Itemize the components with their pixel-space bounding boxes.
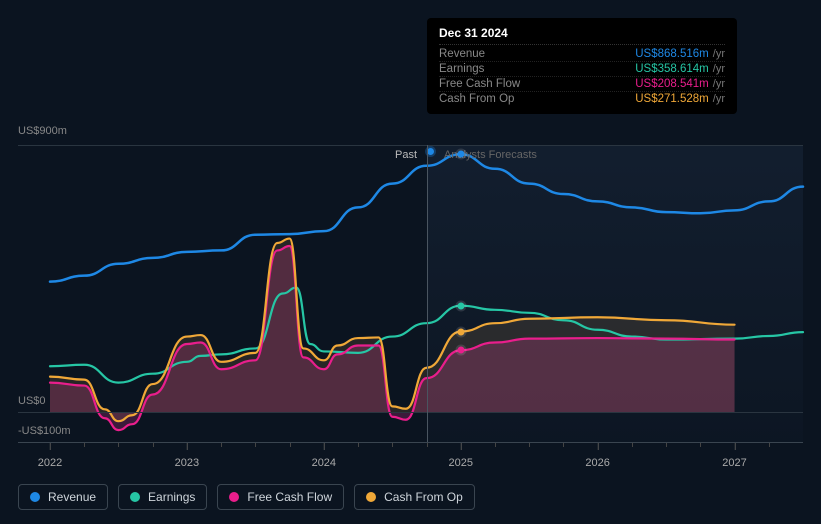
marker-current <box>427 148 434 155</box>
past-label: Past <box>395 149 417 161</box>
tooltip-label: Earnings <box>439 63 484 75</box>
marker-revenue <box>457 151 464 158</box>
tooltip-date: Dec 31 2024 <box>439 26 725 45</box>
financials-chart: US$900m US$0 -US$100m 2022 2023 2024 2025 2026… <box>0 0 821 524</box>
marker-earnings <box>457 302 464 309</box>
tooltip-suffix: /yr <box>713 63 725 75</box>
x-tick-label: 2025 <box>448 457 472 469</box>
legend-swatch <box>366 492 376 502</box>
x-tick-label: 2023 <box>175 457 199 469</box>
y-tick-label: -US$100m <box>18 425 71 437</box>
tooltip-suffix: /yr <box>713 93 725 105</box>
chart-legend: Revenue Earnings Free Cash Flow Cash From O… <box>18 484 475 510</box>
tooltip-value: US$208.541m <box>635 78 709 90</box>
legend-label: Free Cash Flow <box>247 490 332 504</box>
marker-fcf <box>457 347 464 354</box>
legend-item-revenue[interactable]: Revenue <box>18 484 108 510</box>
tooltip-suffix: /yr <box>713 48 725 60</box>
cursor-line <box>427 145 428 442</box>
tooltip-row-cfo: Cash From Op US$271.528m/yr <box>439 92 725 106</box>
y-tick-label: US$0 <box>18 395 46 407</box>
x-tick-label: 2026 <box>585 457 609 469</box>
legend-label: Revenue <box>48 490 96 504</box>
legend-swatch <box>30 492 40 502</box>
x-axis: 2022 2023 2024 2025 2026 2027 <box>0 457 821 469</box>
x-tick-label: 2024 <box>312 457 336 469</box>
legend-label: Cash From Op <box>384 490 463 504</box>
tooltip-value: US$868.516m <box>635 48 709 60</box>
tooltip-label: Free Cash Flow <box>439 78 520 90</box>
chart-tooltip: Dec 31 2024 RevenueUS$868.516m/yrEarning… <box>427 18 737 114</box>
legend-item-cfo[interactable]: Cash From Op <box>354 484 475 510</box>
tooltip-row-earnings: Earnings US$358.614m/yr <box>439 62 725 77</box>
legend-swatch <box>229 492 239 502</box>
tooltip-row-fcf: Free Cash Flow US$208.541m/yr <box>439 77 725 92</box>
legend-item-fcf[interactable]: Free Cash Flow <box>217 484 344 510</box>
tooltip-row-revenue: Revenue US$868.516m/yr <box>439 47 725 62</box>
marker-cfo <box>457 328 464 335</box>
tooltip-label: Cash From Op <box>439 93 514 105</box>
tooltip-label: Revenue <box>439 48 485 60</box>
y-gridline <box>18 145 803 146</box>
region-labels: Past Analysts Forecasts <box>395 149 537 161</box>
tooltip-value: US$358.614m <box>635 63 709 75</box>
x-tick-label: 2027 <box>722 457 746 469</box>
legend-label: Earnings <box>148 490 195 504</box>
legend-item-earnings[interactable]: Earnings <box>118 484 207 510</box>
tooltip-value: US$271.528m <box>635 93 709 105</box>
y-gridline <box>18 412 803 413</box>
x-tick-label: 2022 <box>38 457 62 469</box>
y-tick-label: US$900m <box>18 125 67 137</box>
legend-swatch <box>130 492 140 502</box>
tooltip-suffix: /yr <box>713 78 725 90</box>
